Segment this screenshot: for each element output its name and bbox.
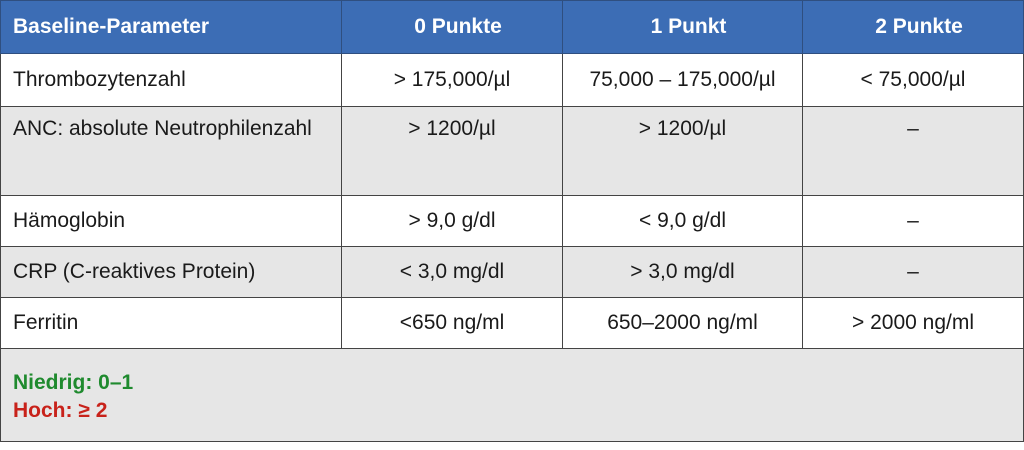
row-parameter: ANC: absolute Neutrophilenzahl — [0, 106, 342, 196]
row-value-2: – — [802, 195, 1024, 247]
header-0-points: 0 Punkte — [341, 0, 563, 54]
row-value-2: > 2000 ng/ml — [802, 297, 1024, 349]
row-value-0: < 3,0 mg/dl — [341, 246, 563, 298]
summary-row: Niedrig: 0–1 Hoch: ≥ 2 — [0, 348, 1024, 442]
summary-low-score: Niedrig: 0–1 — [13, 371, 134, 394]
row-value-1: > 1200/µl — [562, 106, 803, 196]
row-parameter: Ferritin — [0, 297, 342, 349]
summary-high-score: Hoch: ≥ 2 — [13, 399, 108, 422]
row-value-1: > 3,0 mg/dl — [562, 246, 803, 298]
row-parameter: Hämoglobin — [0, 195, 342, 247]
header-row: Baseline-Parameter 0 Punkte 1 Punkt 2 Pu… — [0, 0, 1024, 54]
row-value-1: < 9,0 g/dl — [562, 195, 803, 247]
row-value-1: 650–2000 ng/ml — [562, 297, 803, 349]
table-row: Hämoglobin > 9,0 g/dl < 9,0 g/dl – — [0, 195, 1024, 247]
row-value-2: – — [802, 106, 1024, 196]
header-parameter: Baseline-Parameter — [0, 0, 342, 54]
table-row: Ferritin <650 ng/ml 650–2000 ng/ml > 200… — [0, 297, 1024, 349]
row-value-2: – — [802, 246, 1024, 298]
row-value-0: > 175,000/µl — [341, 53, 563, 107]
table-row: Thrombozytenzahl > 175,000/µl 75,000 – 1… — [0, 53, 1024, 107]
row-value-0: <650 ng/ml — [341, 297, 563, 349]
summary-cell: Niedrig: 0–1 Hoch: ≥ 2 — [0, 348, 1024, 442]
table-row: CRP (C-reaktives Protein) < 3,0 mg/dl > … — [0, 246, 1024, 298]
row-value-2: < 75,000/µl — [802, 53, 1024, 107]
header-2-points: 2 Punkte — [802, 0, 1024, 54]
table-row: ANC: absolute Neutrophilenzahl > 1200/µl… — [0, 106, 1024, 196]
row-value-0: > 9,0 g/dl — [341, 195, 563, 247]
row-parameter: CRP (C-reaktives Protein) — [0, 246, 342, 298]
row-parameter: Thrombozytenzahl — [0, 53, 342, 107]
row-value-0: > 1200/µl — [341, 106, 563, 196]
header-1-point: 1 Punkt — [562, 0, 803, 54]
row-value-1: 75,000 – 175,000/µl — [562, 53, 803, 107]
